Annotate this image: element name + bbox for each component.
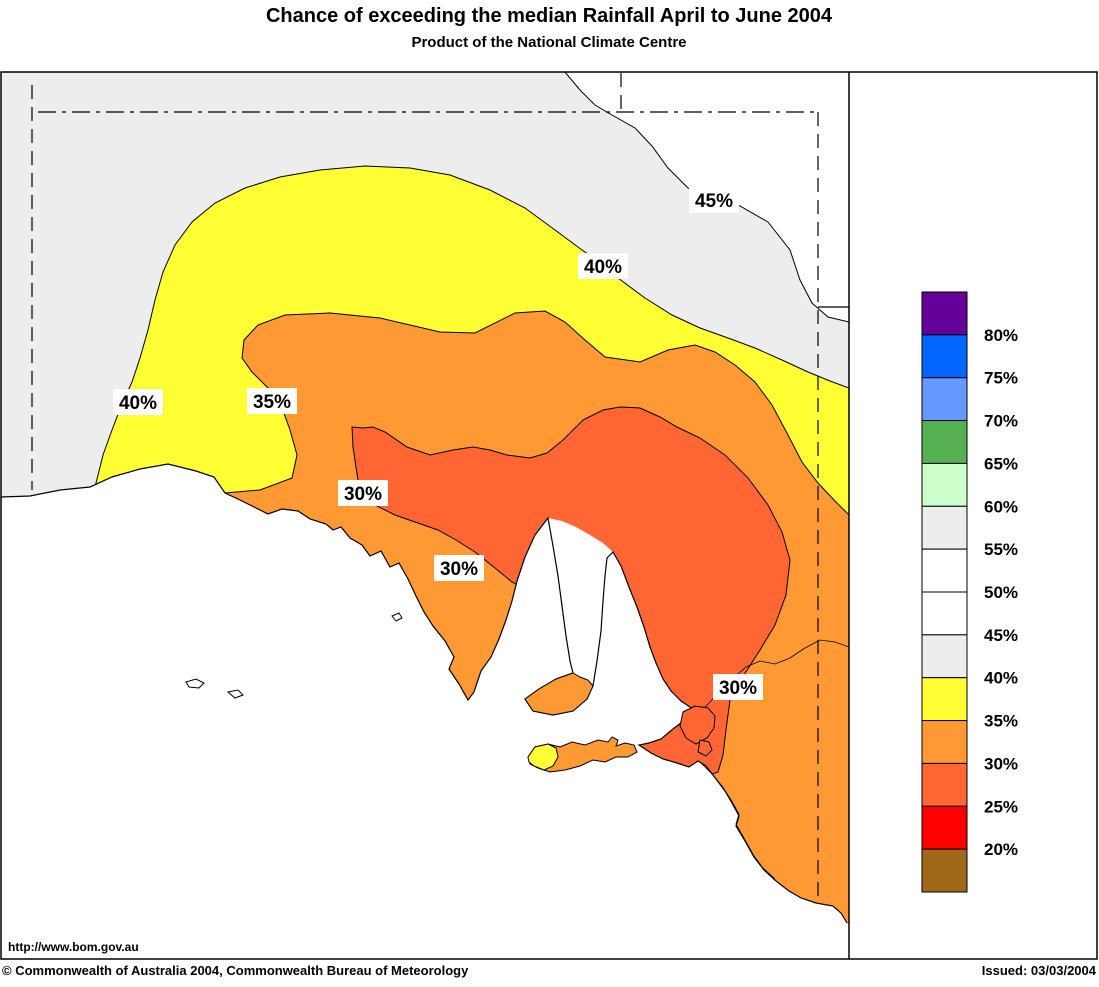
page-title: Chance of exceeding the median Rainfall … — [266, 5, 833, 27]
contour-line-30 — [351, 406, 791, 779]
contour-label: 30% — [719, 678, 757, 699]
legend-label: 30% — [984, 754, 1018, 773]
page-subtitle: Product of the National Climate Centre — [411, 34, 686, 51]
legend-label: 55% — [984, 540, 1018, 559]
contour-label: 35% — [253, 392, 291, 413]
ocean — [1, 464, 849, 959]
yorke-peninsula-upper — [548, 518, 613, 686]
legend-box — [921, 377, 968, 422]
island — [226, 689, 244, 699]
contour-label-bg — [338, 480, 388, 506]
legend-box — [921, 334, 968, 379]
contour-label-bg — [113, 389, 163, 415]
contour-label-bg — [713, 674, 763, 700]
contour-label: 40% — [119, 393, 157, 414]
contour-label-bg — [434, 555, 484, 581]
legend-label: 70% — [984, 412, 1018, 431]
legend-box — [921, 634, 968, 679]
yorke-peninsula-foot — [524, 672, 594, 716]
legend-label: 40% — [984, 669, 1018, 688]
contour-label: 30% — [440, 559, 478, 580]
legend-box — [921, 505, 968, 550]
contour-label: 45% — [695, 191, 733, 212]
contour-label: 30% — [344, 484, 382, 505]
lake-alexandrina — [679, 705, 716, 745]
band-45-50-region — [565, 72, 849, 322]
contour-line-40 — [94, 165, 849, 488]
contour-label: 40% — [584, 257, 622, 278]
legend-box — [921, 720, 968, 764]
legend-box — [921, 420, 968, 464]
coorong-lagoon — [699, 761, 776, 880]
contour-labels: 45% 40% 40% 35% 30% 30% 30% — [113, 187, 763, 700]
legend-label: 80% — [984, 326, 1018, 345]
legend-scale: 80% 75% 70% 65% 60% 55% 50% 45% 40% 35% 30% 25% 20% — [921, 291, 1018, 893]
legend-label: 75% — [984, 369, 1018, 388]
kangaroo-island — [527, 736, 638, 773]
legend-box — [921, 677, 968, 722]
contour-label-bg — [689, 187, 739, 213]
legend-label: 35% — [984, 712, 1018, 731]
legend-label: 20% — [984, 840, 1018, 859]
island — [391, 612, 403, 622]
legend-box — [921, 762, 968, 807]
kangaroo-island-west-yellow — [527, 743, 559, 771]
island — [185, 678, 205, 689]
copyright-text: © Commonwealth of Australia 2004, Common… — [2, 963, 469, 978]
legend-label: 45% — [984, 626, 1018, 645]
legend-box — [921, 548, 968, 593]
bom-url: http://www.bom.gov.au — [8, 940, 139, 954]
contour-label-bg — [578, 253, 628, 279]
legend-box — [921, 591, 968, 636]
legend-box — [921, 462, 968, 507]
legend-box — [921, 848, 968, 893]
issued-date: Issued: 03/03/2004 — [982, 963, 1097, 978]
legend-box — [921, 805, 968, 850]
map-frame — [0, 71, 1098, 960]
lake-albert — [697, 739, 713, 757]
map-area: 45% 40% 40% 35% 30% 30% 30% http://www.bom.gov… — [1, 72, 849, 959]
contour-label-bg — [247, 388, 297, 414]
legend-label: 65% — [984, 454, 1018, 473]
legend-label: 50% — [984, 583, 1018, 602]
legend-label: 25% — [984, 797, 1018, 816]
legend-box — [921, 291, 968, 336]
legend-label: 60% — [984, 497, 1018, 516]
